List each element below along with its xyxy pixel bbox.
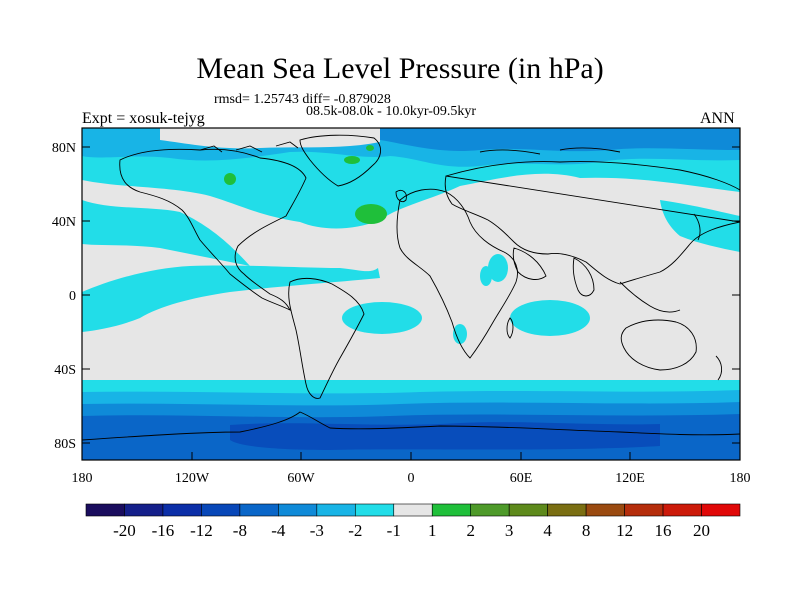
colorbar-swatch xyxy=(508,503,548,517)
colorbar-swatch xyxy=(162,503,202,517)
north-america-coast xyxy=(119,148,307,312)
east-africa-cyan xyxy=(488,254,508,282)
south-indian-cyan xyxy=(453,324,467,344)
india-coast xyxy=(572,257,595,297)
north-atlantic-green xyxy=(355,204,387,224)
colorbar-swatch xyxy=(393,503,433,517)
rmsd-statistics: rmsd= 1.25743 diff= -0.879028 xyxy=(214,92,391,107)
colorbar-label: 3 xyxy=(505,521,514,540)
lat-label: 80N xyxy=(52,141,76,156)
south-america-coast xyxy=(288,277,365,399)
colorbar-swatch xyxy=(585,503,625,517)
colorbar-swatch xyxy=(354,503,395,517)
newzealand-coast xyxy=(715,355,723,381)
colorbar-swatch xyxy=(239,503,279,517)
greenland-green-2 xyxy=(366,145,374,151)
colorbar-label: 4 xyxy=(543,521,552,540)
colorbar-label: 1 xyxy=(428,521,437,540)
colorbar-label: 8 xyxy=(582,521,591,540)
colorbar-swatch xyxy=(547,503,587,517)
latitude-labels: 80N 40N 0 40S 80S xyxy=(52,141,76,452)
north-midblue-region xyxy=(380,128,740,152)
colorbar-label: 16 xyxy=(655,521,672,540)
colorbar-swatch xyxy=(316,503,356,517)
lon-label: 180 xyxy=(72,471,93,486)
southeast-asia-coast xyxy=(619,281,681,313)
plot-title: Mean Sea Level Pressure (in hPa) xyxy=(196,52,604,85)
colorbar-label: -8 xyxy=(233,521,247,540)
coastlines xyxy=(82,134,740,441)
colorbar-swatch xyxy=(124,503,164,517)
west-africa-cyan xyxy=(480,266,492,286)
colorbar-label: -20 xyxy=(113,521,136,540)
lat-label: 40N xyxy=(52,215,76,230)
arabia-coast xyxy=(512,247,547,280)
lat-label: 40S xyxy=(54,363,76,378)
lon-label: 120W xyxy=(175,471,210,486)
colorbar-swatch xyxy=(278,503,318,517)
longitude-labels: 180 120W 60W 0 60E 120E 180 xyxy=(72,471,751,486)
indian-ocean-cyan xyxy=(510,300,590,336)
japan-coast xyxy=(693,213,701,241)
colorbar-label: 12 xyxy=(616,521,633,540)
tropical-pacific-cyan xyxy=(82,265,380,332)
lon-label: 60W xyxy=(287,471,315,486)
lon-label: 180 xyxy=(730,471,751,486)
colorbar-swatch xyxy=(201,503,241,517)
south-atlantic-cyan xyxy=(342,302,422,334)
colorbar-swatch xyxy=(470,503,510,517)
experiment-label: Expt = xosuk-tejyg xyxy=(82,110,205,127)
colorbar-swatch xyxy=(431,503,472,517)
season-label: ANN xyxy=(700,110,735,127)
colorbar-swatch xyxy=(624,503,664,517)
antarctica-coast xyxy=(82,411,740,441)
australia-coast xyxy=(620,319,697,371)
period-label: 08.5k-08.0k - 10.0kyr-09.5kyr xyxy=(306,104,477,119)
lon-label: 60E xyxy=(510,471,533,486)
colorbar-swatch xyxy=(701,503,741,517)
colorbar-label: 2 xyxy=(466,521,475,540)
lon-label: 120E xyxy=(615,471,645,486)
asia-coast xyxy=(444,161,740,285)
arctic-islands xyxy=(199,141,621,155)
pressure-field xyxy=(82,128,740,460)
colorbar-label: -12 xyxy=(190,521,213,540)
colorbar-label: -2 xyxy=(348,521,362,540)
colorbar-label: -16 xyxy=(152,521,175,540)
lon-label: 0 xyxy=(408,471,415,486)
lat-label: 0 xyxy=(69,289,76,304)
madagascar-coast xyxy=(506,317,514,339)
colorbar-label: -4 xyxy=(271,521,286,540)
arctic-gray-region xyxy=(160,128,380,149)
uk-coast xyxy=(395,189,407,203)
colorbar-swatch xyxy=(662,503,702,517)
hudson-green xyxy=(224,173,236,185)
greenland-green xyxy=(344,156,360,164)
colorbar-label: -3 xyxy=(310,521,324,540)
colorbar-swatch xyxy=(85,503,125,517)
europe-africa-coast xyxy=(396,188,518,359)
colorbar: -20 -16 -12 -8 -4 -3 -2 -1 1 2 3 4 8 12 16 20 xyxy=(85,503,741,540)
axis-ticks xyxy=(81,146,741,460)
greenland-coast xyxy=(299,134,381,187)
lat-label: 80S xyxy=(54,437,76,452)
colorbar-label: 20 xyxy=(693,521,710,540)
colorbar-label: -1 xyxy=(387,521,401,540)
